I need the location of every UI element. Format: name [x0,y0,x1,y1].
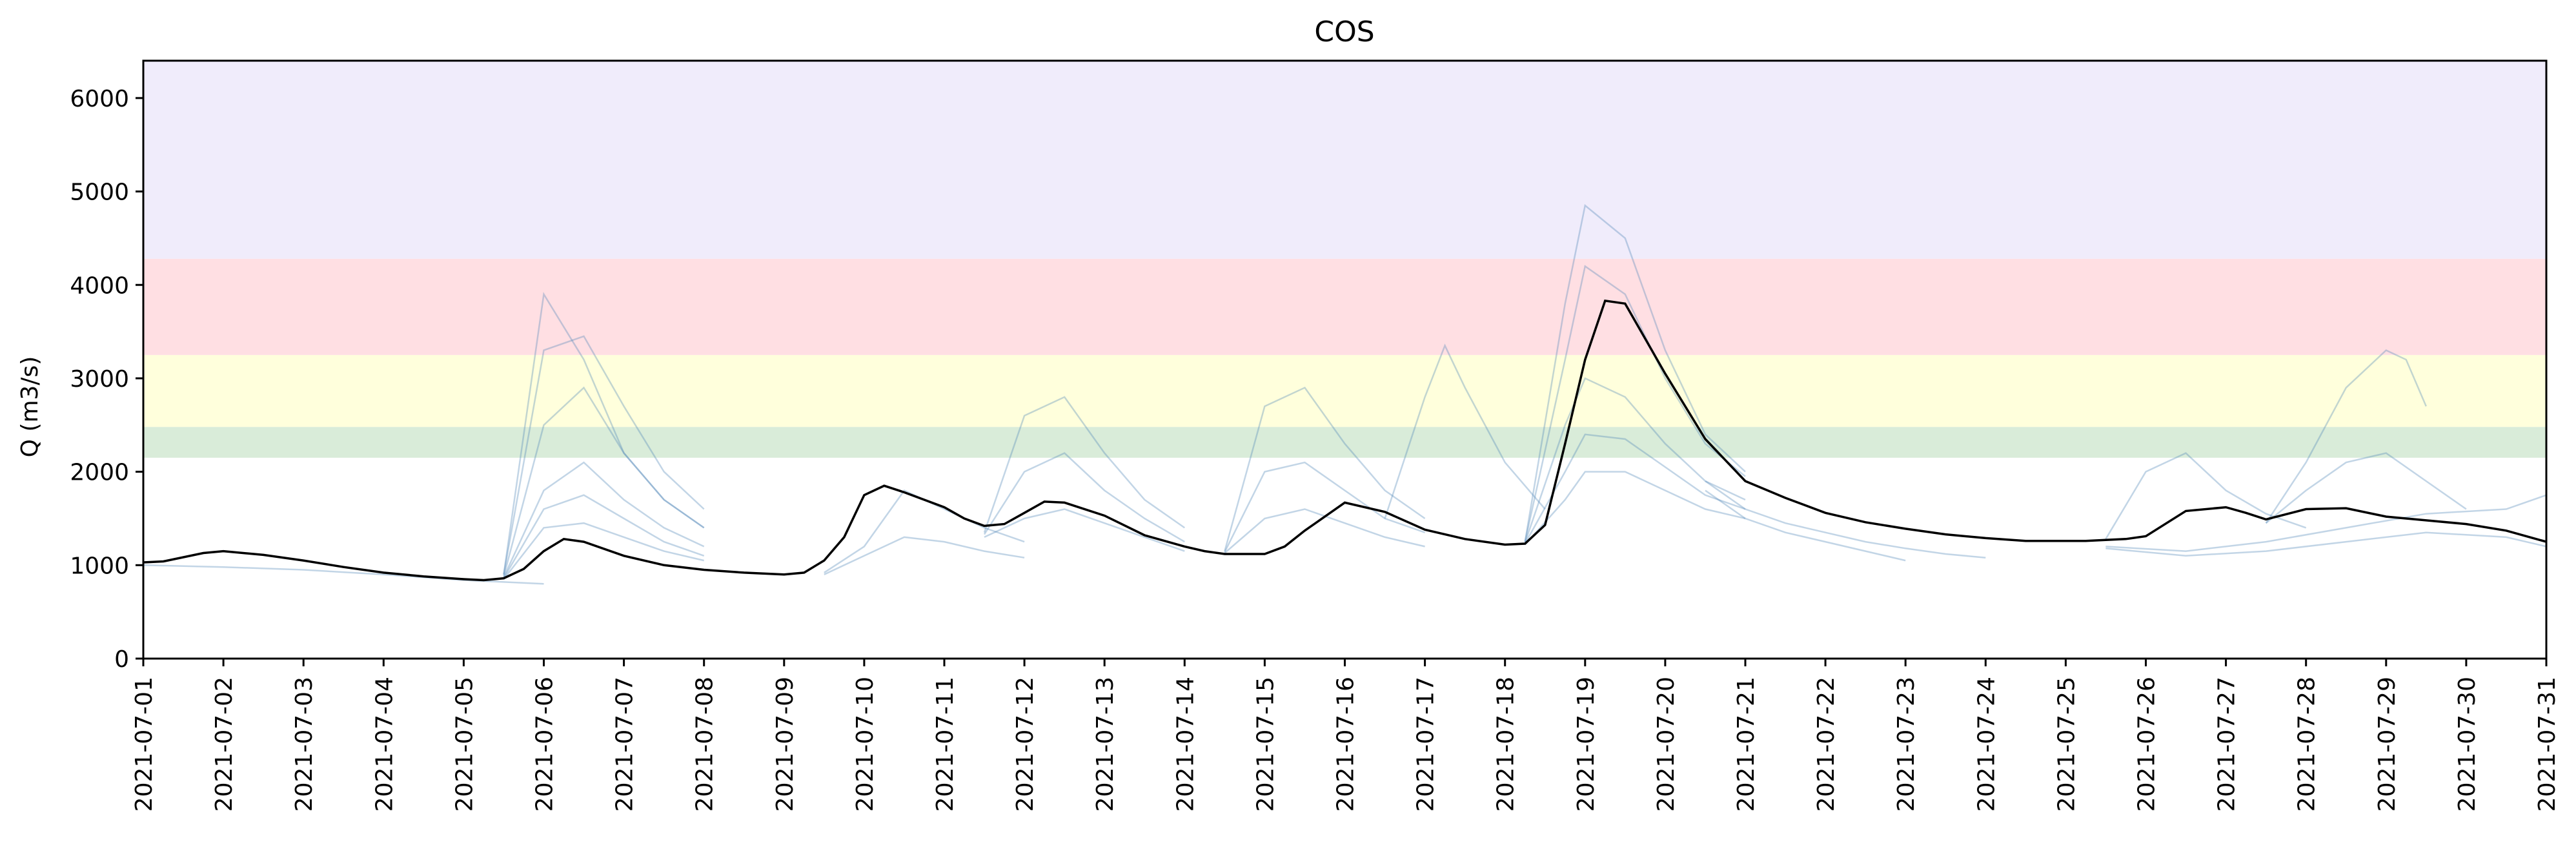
x-tick-label: 2021-07-21 [1733,677,1760,812]
x-tick-label: 2021-07-22 [1813,677,1840,812]
x-tick-label: 2021-07-19 [1573,677,1599,812]
threshold-band-1 [143,354,2546,427]
ensemble-line-16 [1524,204,1746,542]
ensemble-line-5 [503,522,704,580]
x-tick-label: 2021-07-30 [2454,677,2480,812]
x-tick-label: 2021-07-04 [371,677,398,812]
ensemble-line-25 [2265,452,2467,524]
threshold-band-0 [143,427,2546,458]
x-tick-label: 2021-07-09 [772,677,798,812]
y-axis-ticks: 0 1000 2000 3000 4000 5000 6000 [70,86,143,673]
threshold-bands [143,61,2546,458]
ensemble-line-9 [983,396,1186,533]
x-tick-label: 2021-07-31 [2534,677,2561,812]
y-tick-label: 0 [114,646,129,673]
x-tick-label: 2021-07-16 [1333,677,1359,812]
x-tick-label: 2021-07-28 [2294,677,2320,812]
x-tick-label: 2021-07-18 [1493,677,1519,812]
y-axis-label: Q (m3/s) [17,356,43,458]
x-tick-label: 2021-07-05 [451,677,478,812]
y-tick-label: 2000 [70,460,129,486]
ensemble-line-15 [1384,343,1546,519]
chart-title: COS [1314,15,1374,48]
ensemble-line-12 [1224,386,1426,551]
x-tick-label: 2021-07-23 [1893,677,1920,812]
x-tick-label: 2021-07-07 [612,677,638,812]
observed-series [143,299,2547,582]
x-tick-label: 2021-07-12 [1012,677,1039,812]
x-tick-label: 2021-07-08 [692,677,718,812]
x-tick-label: 2021-07-01 [131,677,157,812]
x-tick-label: 2021-07-26 [2134,677,2160,812]
x-tick-label: 2021-07-14 [1172,677,1199,812]
x-tick-label: 2021-07-17 [1413,677,1439,812]
x-tick-label: 2021-07-15 [1252,677,1279,812]
x-tick-label: 2021-07-27 [2214,677,2240,812]
ensemble-line-22 [1705,489,1906,562]
ensemble-line-1 [503,335,705,575]
x-axis-ticks: 2021-07-01 2021-07-02 2021-07-03 2021-07-04… [131,659,2561,812]
x-tick-label: 2021-07-25 [2053,677,2080,812]
y-tick-label: 5000 [70,179,129,206]
ensemble-line-4 [503,494,705,579]
ensemble-line-21 [1705,480,1986,559]
x-tick-label: 2021-07-10 [852,677,878,812]
x-tick-label: 2021-07-03 [291,677,318,812]
ensemble-line-24 [2265,349,2427,524]
y-tick-label: 3000 [70,366,129,393]
y-tick-label: 4000 [70,272,129,299]
ensemble-line-2 [503,386,705,577]
ensemble-line-20 [1524,471,1746,546]
ensemble-line-8 [824,536,1025,575]
y-tick-label: 6000 [70,86,129,112]
observed-line [143,299,2547,582]
ensemble-line-27 [2105,531,2547,557]
ensemble-line-10 [983,452,1185,543]
y-tick-label: 1000 [70,553,129,579]
x-tick-label: 2021-07-20 [1653,677,1679,812]
ensemble-line-13 [1224,461,1426,553]
threshold-band-2 [143,258,2546,355]
x-tick-label: 2021-07-06 [532,677,558,812]
ensemble-lines [143,204,2547,585]
x-tick-label: 2021-07-13 [1092,677,1119,812]
ensemble-line-17 [1524,265,1746,542]
threshold-band-3 [143,61,2546,259]
ensemble-line-0 [503,292,705,575]
x-tick-label: 2021-07-11 [932,677,958,812]
ensemble-line-18 [1524,377,1746,544]
x-tick-label: 2021-07-29 [2374,677,2400,812]
ensemble-line-26 [2105,494,2547,552]
x-tick-label: 2021-07-02 [211,677,238,812]
ensemble-line-3 [503,461,705,578]
ensemble-line-23 [2105,452,2307,540]
ensemble-line-19 [1524,433,1746,544]
x-tick-label: 2021-07-24 [1973,677,2000,812]
ensemble-line-11 [984,508,1185,552]
